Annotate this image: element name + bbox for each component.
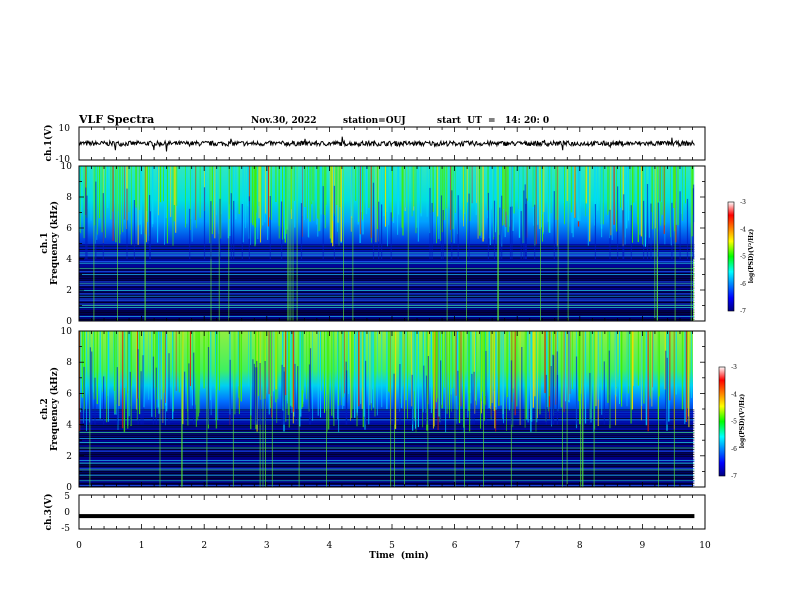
frequency-tick-label: 0 — [66, 317, 72, 327]
ch2-spectrogram-ylabel-channel: ch.2 — [40, 398, 50, 419]
time-tick-label: 6 — [452, 541, 458, 551]
time-tick-label: 9 — [640, 541, 646, 551]
ch1-ytick-bottom: -10 — [56, 155, 71, 165]
time-tick-label: 2 — [201, 541, 207, 551]
ch2-colorbar-tick-labels: -3 -4 -5 -6 -7 — [731, 364, 737, 480]
time-tick-label: 10 — [699, 541, 711, 551]
ch1-colorbar-label: log(PSD)(V²/Hz) — [748, 229, 755, 284]
ch1-spectrogram-ylabel-channel: ch.1 — [40, 232, 50, 253]
frequency-tick-label: 6 — [66, 389, 72, 399]
frequency-tick-label: 2 — [66, 286, 72, 296]
colorbar-tick-label: -4 — [740, 226, 746, 233]
ch1-spectrogram-ticks — [78, 165, 706, 322]
date-label: Nov.30, 2022 — [251, 116, 317, 126]
frequency-tick-label: 8 — [66, 193, 72, 203]
ch1-ylabel: ch.1(V) — [43, 125, 54, 162]
time-tick-label: 4 — [327, 541, 333, 551]
ch1-colorbar-tick-labels: -3 -4 -5 -6 -7 — [740, 199, 746, 315]
station-label: station=OUJ — [343, 116, 406, 126]
ch2-colorbar-label: log(PSD)(V²/Hz) — [739, 394, 746, 449]
time-tick-label: 5 — [389, 541, 395, 551]
colorbar-tick-label: -5 — [740, 254, 746, 261]
ch2-spectrogram-ylabel: Frequency (kHz) — [49, 367, 60, 451]
ch3-waveform-panel: 5 0 -5 ch.3(V) 0 1 2 3 4 5 6 7 8 9 10 Time (min) — [43, 492, 711, 561]
colorbar-tick-label: -4 — [731, 391, 737, 398]
time-tick-label: 7 — [514, 541, 520, 551]
ch2-spectrogram-detail — [79, 331, 695, 487]
ch1-frequency-tick-labels: 0 2 4 6 8 10 — [61, 162, 73, 327]
ch1-colorbar-scale — [727, 201, 735, 312]
ch1-waveform-panel: 10 -10 ch.1(V) — [43, 124, 706, 165]
frequency-tick-label: 4 — [66, 421, 72, 431]
ch2-colorbar-scale — [718, 366, 726, 477]
time-tick-label: 1 — [139, 541, 145, 551]
frequency-tick-label: 10 — [61, 162, 73, 172]
colorbar-tick-label: -7 — [731, 473, 737, 480]
frequency-tick-label: 10 — [61, 327, 73, 337]
colorbar-tick-label: -6 — [740, 281, 746, 288]
ch3-ytick-middle: 0 — [64, 508, 70, 518]
ch1-spectrogram-ylabel: Frequency (kHz) — [49, 201, 60, 285]
ch3-ylabel: ch.3(V) — [43, 494, 54, 531]
ch2-spectrogram-fill — [79, 331, 693, 487]
time-axis-label: Time (min) — [369, 550, 429, 561]
ch3-waveform-trace — [79, 514, 695, 519]
time-tick-label: 0 — [76, 541, 82, 551]
ch1-spectrogram-detail — [79, 166, 695, 321]
ch1-spectrogram-panel: 0 2 4 6 8 10 ch.1 Frequency (kHz) — [40, 162, 706, 327]
ch1-waveform-ticks — [78, 127, 706, 160]
frequency-tick-label: 4 — [66, 255, 72, 265]
ch2-frequency-tick-labels: 0 2 4 6 8 10 — [61, 327, 73, 493]
frequency-tick-label: 0 — [66, 483, 72, 493]
frequency-tick-label: 8 — [66, 358, 72, 368]
ch2-spectrogram-panel: 0 2 4 6 8 10 ch.2 Frequency (kHz) — [40, 327, 706, 493]
start-time-label: start UT = 14: 20: 0 — [437, 116, 549, 126]
colorbar-tick-label: -7 — [740, 308, 746, 315]
ch3-ytick-bottom: -5 — [61, 524, 70, 534]
figure-title: VLF Spectra — [78, 113, 154, 126]
ch2-spectrogram-ticks — [78, 330, 706, 488]
ch1-ytick-top: 10 — [59, 124, 71, 134]
frequency-tick-label: 6 — [66, 224, 72, 234]
colorbar-tick-label: -3 — [740, 199, 746, 206]
ch1-waveform-trace — [78, 136, 695, 152]
colorbar-tick-label: -3 — [731, 364, 737, 371]
ch2-colorbar: -3 -4 -5 -6 -7 log(PSD)(V²/Hz) — [718, 364, 746, 480]
colorbar-tick-label: -6 — [731, 446, 737, 453]
ch3-ytick-top: 5 — [64, 492, 70, 502]
time-tick-label: 8 — [577, 541, 583, 551]
colorbar-tick-label: -5 — [731, 419, 737, 426]
ch1-colorbar: -3 -4 -5 -6 -7 log(PSD)(V²/Hz) — [727, 199, 755, 315]
ch3-waveform-frame — [78, 494, 706, 530]
frequency-tick-label: 2 — [66, 452, 72, 462]
time-tick-label: 3 — [264, 541, 270, 551]
ch3-waveform-ticks — [78, 495, 706, 529]
time-tick-labels: 0 1 2 3 4 5 6 7 8 9 10 — [76, 541, 711, 551]
